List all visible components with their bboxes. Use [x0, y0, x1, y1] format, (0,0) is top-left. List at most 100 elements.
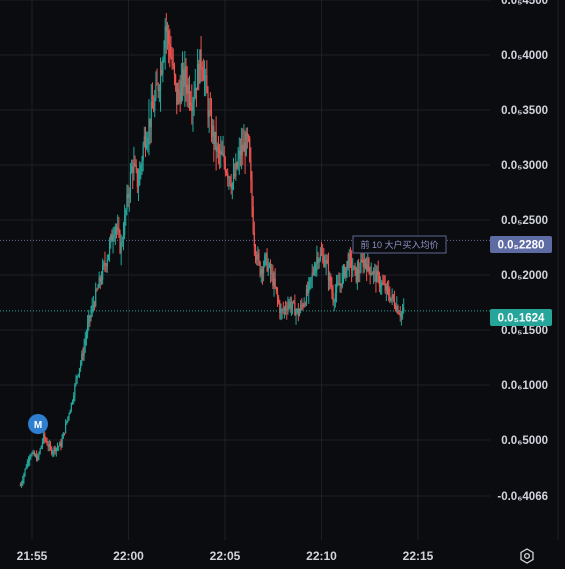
candle-body	[326, 259, 328, 264]
candle-body	[223, 153, 225, 163]
price-axis-label: 0.0₆1000	[501, 380, 548, 392]
candle-body	[364, 259, 367, 265]
reference-price-tag-bg	[490, 236, 552, 253]
candle-body	[259, 262, 261, 276]
m-marker[interactable]: M	[28, 414, 48, 434]
candle-body	[25, 467, 27, 469]
candle-body	[353, 265, 355, 270]
gear-outline[interactable]	[520, 548, 534, 564]
candle-body	[243, 142, 245, 152]
settings-gear-icon[interactable]	[520, 548, 534, 564]
candle-body	[281, 309, 283, 311]
candle-body	[356, 269, 358, 282]
time-axis-label: 21:55	[17, 549, 48, 563]
candle-body	[126, 194, 128, 211]
candle-body	[168, 30, 170, 44]
candle-body	[22, 480, 24, 484]
candle-body	[307, 289, 309, 294]
candle-body	[60, 442, 62, 447]
candle-body	[112, 237, 114, 242]
candle-body	[363, 259, 365, 267]
candle-body	[403, 307, 405, 312]
candle-body	[102, 265, 104, 280]
candle-body	[261, 269, 264, 274]
candle-body	[193, 97, 195, 103]
candle-body	[73, 396, 75, 402]
candle-body	[86, 323, 89, 334]
candle-body	[61, 438, 63, 447]
candle-body	[316, 257, 318, 265]
price-axis-label: 0.0₅2000	[501, 270, 548, 282]
candle-body	[213, 125, 215, 144]
candle-body	[151, 101, 154, 109]
candle-body	[237, 158, 239, 168]
candle-body	[220, 151, 222, 155]
candle-body	[280, 310, 282, 314]
candle-body	[378, 274, 380, 287]
candle-body	[258, 253, 260, 263]
candle-body	[34, 455, 37, 457]
candle-body	[20, 483, 23, 486]
candle-body	[291, 301, 294, 307]
candle-body	[315, 264, 317, 273]
candle-body	[300, 304, 302, 312]
candle-body	[124, 214, 126, 236]
candle-body	[221, 151, 223, 155]
candle-body	[31, 453, 33, 456]
candle-body	[103, 262, 105, 266]
candle-body	[27, 461, 30, 463]
reference-price-tag: 0.0₅2280	[490, 236, 552, 253]
candle-body	[265, 253, 267, 256]
candle-body	[309, 278, 311, 283]
candle-body	[382, 282, 384, 284]
candle-body	[218, 149, 221, 155]
candle-body	[85, 333, 88, 340]
candle-body	[344, 266, 346, 277]
candle-body	[97, 287, 99, 290]
candle-body	[245, 132, 247, 156]
candle-body	[142, 145, 144, 161]
candle-body	[388, 288, 390, 296]
candle-body	[120, 242, 122, 253]
candle-body	[285, 307, 287, 310]
candle-body	[39, 448, 41, 454]
candle-body	[24, 468, 26, 475]
candle-body	[325, 259, 327, 264]
candle-body	[125, 210, 127, 215]
candle-body	[67, 416, 69, 421]
time-axis-label: 22:10	[306, 549, 337, 563]
candle-body	[132, 166, 134, 173]
candle-body	[198, 63, 200, 84]
candle-body	[239, 150, 242, 156]
candle-body	[279, 302, 281, 314]
candle-body	[346, 260, 348, 268]
candle-body	[166, 30, 169, 32]
candle-body	[62, 432, 64, 439]
gear-center[interactable]	[523, 552, 531, 560]
candle-body	[224, 162, 226, 173]
candle-body	[230, 184, 232, 189]
candle-body	[352, 269, 354, 271]
price-axis-label: 0.0₅1500	[501, 325, 548, 337]
candle-body	[234, 174, 236, 177]
candle-body	[162, 60, 164, 75]
candle-body	[64, 423, 67, 433]
candle-body	[150, 101, 152, 128]
candle-body	[287, 304, 289, 311]
candle-body	[368, 258, 370, 268]
reference-line-label: 前 10 大户买入均价	[352, 235, 447, 254]
candle-body	[139, 170, 141, 185]
candle-body	[147, 137, 149, 144]
candle-body	[282, 309, 284, 311]
candle-body	[318, 259, 320, 263]
candle-body	[337, 283, 339, 285]
current-price-tag-text: 0.0₅1624	[498, 313, 545, 325]
candle-body	[288, 301, 290, 305]
candle-body	[161, 69, 163, 75]
candle-body	[183, 69, 185, 88]
marker-circle[interactable]	[28, 414, 48, 434]
candle-body	[256, 255, 258, 260]
candle-body	[194, 87, 196, 98]
